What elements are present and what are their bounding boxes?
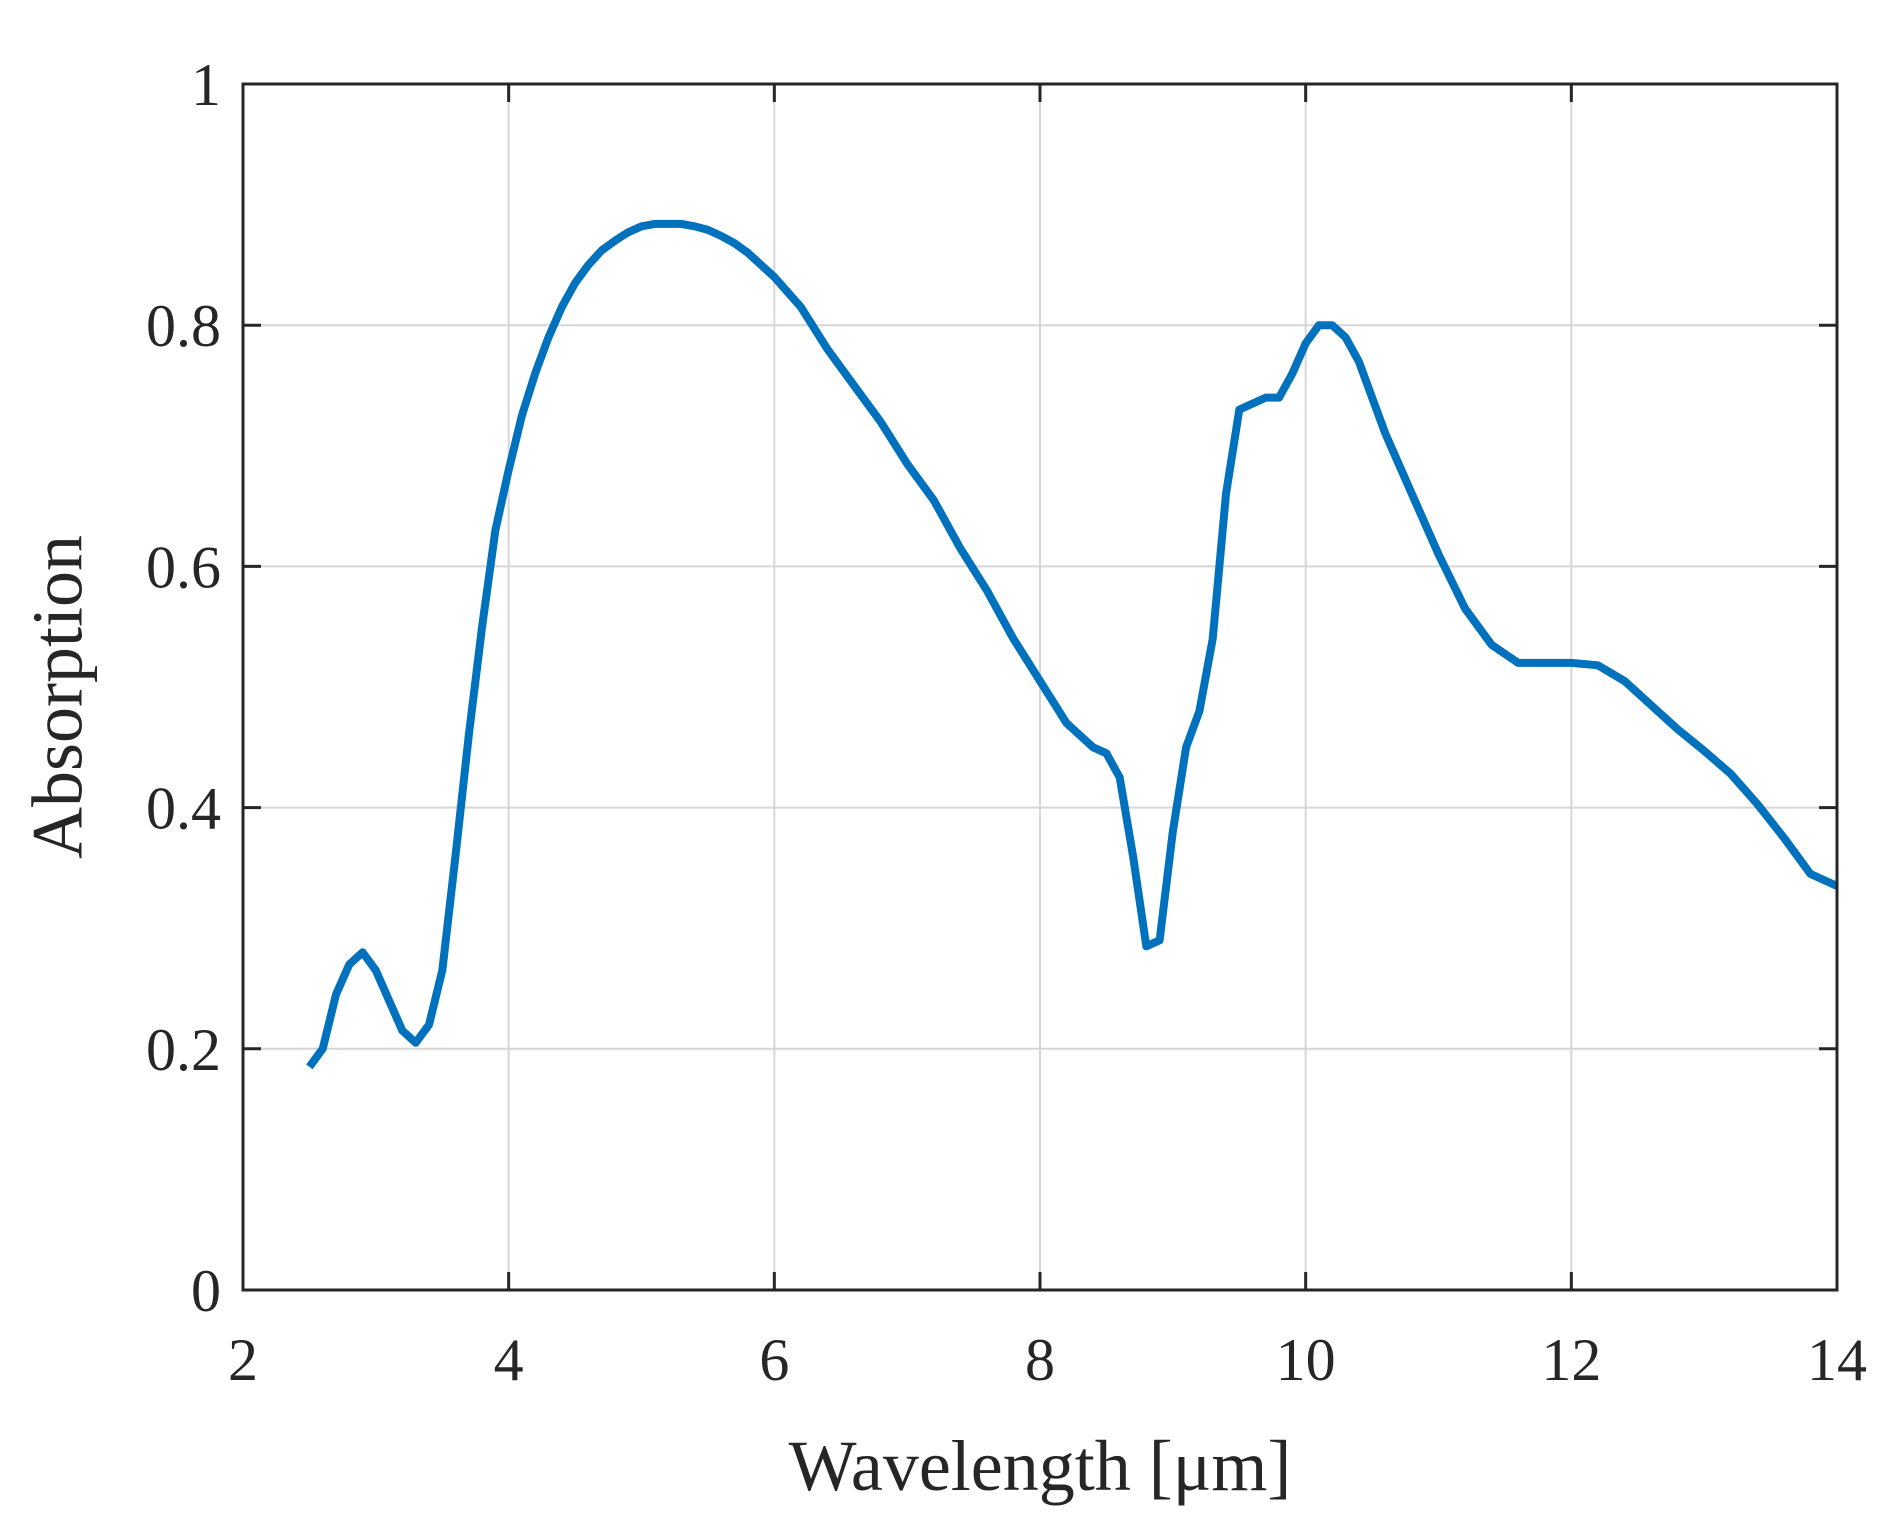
x-tick-label: 10 — [1276, 1327, 1336, 1393]
absorption-series-line — [306, 219, 1839, 1070]
x-tick-label: 8 — [1025, 1327, 1055, 1393]
x-tick-label: 6 — [759, 1327, 789, 1393]
y-tick-label: 0.6 — [146, 534, 221, 600]
x-tick-label: 4 — [494, 1327, 524, 1393]
y-tick-label: 0.4 — [146, 776, 221, 842]
plot-frame — [241, 82, 1839, 1292]
y-tick-labels: 0 0.2 0.4 0.6 0.8 1 — [146, 52, 221, 1324]
y-tick-label: 0.2 — [146, 1017, 221, 1083]
x-tick-labels: 2 4 6 8 10 12 14 — [228, 1327, 1867, 1393]
y-tick-label: 0 — [191, 1258, 221, 1324]
y-axis-title: Absorption — [18, 535, 98, 859]
x-tick-label: 12 — [1541, 1327, 1601, 1393]
grid — [243, 84, 1837, 1290]
x-axis-title: Wavelength [μm] — [789, 1426, 1292, 1506]
series-layer — [306, 219, 1839, 1070]
x-tick-label: 2 — [228, 1327, 258, 1393]
y-tick-label: 1 — [191, 52, 221, 118]
x-tick-label: 14 — [1807, 1327, 1867, 1393]
y-tick-label: 0.8 — [146, 293, 221, 359]
